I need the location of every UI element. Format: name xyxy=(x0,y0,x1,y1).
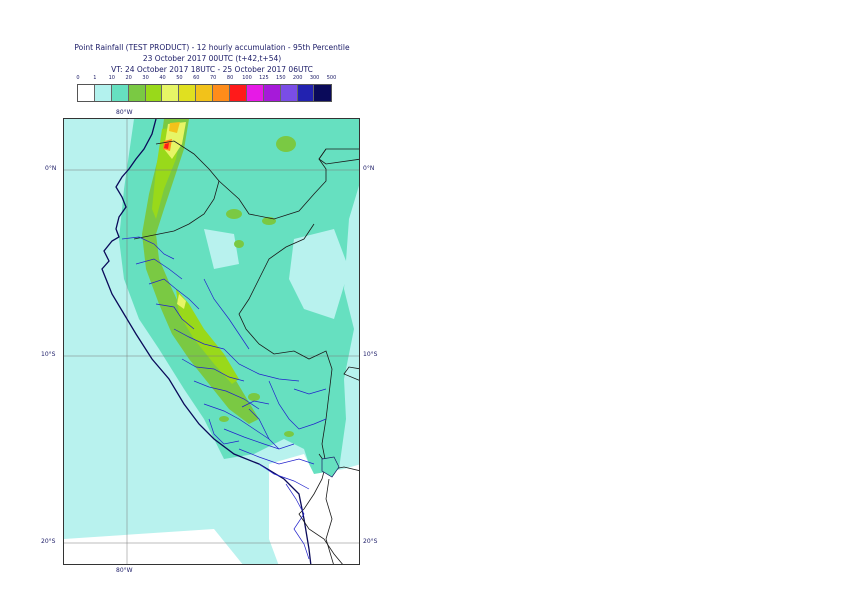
legend-swatch xyxy=(111,85,129,101)
legend-swatch xyxy=(162,85,180,101)
legend-swatch xyxy=(128,85,146,101)
legend-swatch xyxy=(94,85,112,101)
title-line-1: Point Rainfall (TEST PRODUCT) - 12 hourl… xyxy=(74,43,350,52)
rain-field-100mm xyxy=(164,143,169,149)
country-border-brazil-bolivia xyxy=(343,366,359,381)
color-legend xyxy=(77,84,333,102)
legend-threshold-label: 1 xyxy=(93,75,97,81)
legend-swatch xyxy=(196,85,214,101)
lat-label-20-right: 20°S xyxy=(363,538,378,545)
legend-swatch xyxy=(213,85,231,101)
legend-swatch xyxy=(78,85,95,101)
lat-label-10-left: 10°S xyxy=(41,351,56,358)
legend-threshold-labels: 0 1 10 20 30 40 50 60 70 80 100 125 150 200 300 500 xyxy=(70,75,360,84)
title-line-3: VT: 24 October 2017 18UTC - 25 October 2… xyxy=(111,65,313,74)
legend-swatch xyxy=(230,85,247,101)
legend-threshold-label: 80 xyxy=(226,75,234,81)
legend-threshold-label: 100 xyxy=(242,75,252,81)
legend-swatch xyxy=(145,85,163,101)
rain-field-light-patch xyxy=(289,229,349,319)
rain-field-60mm xyxy=(169,122,180,133)
lon-label-top: 80°W xyxy=(116,109,133,116)
rain-field-dry-ocean xyxy=(64,529,243,564)
legend-threshold-label: 30 xyxy=(142,75,149,81)
legend-threshold-label: 500 xyxy=(326,75,337,81)
legend-threshold-label: 70 xyxy=(210,75,217,81)
lat-label-0-right: 0°N xyxy=(363,165,375,172)
legend-threshold-label: 0 xyxy=(76,75,80,81)
lake-titicaca xyxy=(321,456,340,478)
coastline xyxy=(101,119,312,564)
rain-field-10mm-north xyxy=(184,119,359,159)
lat-label-20-left: 20°S xyxy=(41,538,56,545)
legend-swatch xyxy=(297,85,315,101)
legend-threshold-label: 20 xyxy=(125,75,132,81)
rain-field-20mm xyxy=(142,119,259,424)
legend-threshold-label: 60 xyxy=(193,75,200,81)
lat-label-10-right: 10°S xyxy=(363,351,378,358)
country-border-east xyxy=(318,148,359,165)
legend-threshold-label: 40 xyxy=(159,75,166,81)
legend-threshold-label: 10 xyxy=(108,75,115,81)
rain-field-light-patch-2 xyxy=(204,229,239,269)
legend-swatch xyxy=(263,85,281,101)
rain-spot-green-7 xyxy=(219,416,229,422)
legend-swatch xyxy=(179,85,197,101)
lat-label-0-left: 0°N xyxy=(45,165,57,172)
rain-spot-green-5 xyxy=(248,393,260,401)
regional-boundaries xyxy=(121,236,327,560)
rain-spot-green-1 xyxy=(276,136,296,152)
rainfall-map xyxy=(63,118,360,565)
rain-spot-green-2 xyxy=(226,209,242,219)
inland-border-south xyxy=(325,478,334,564)
lon-label-bottom: 80°W xyxy=(116,567,133,574)
rain-field-30mm-central xyxy=(176,289,239,384)
legend-threshold-label: 200 xyxy=(292,75,303,81)
legend-swatch xyxy=(314,85,332,101)
rain-spot-green-6 xyxy=(284,431,294,437)
rain-field-10mm xyxy=(119,119,359,479)
legend-threshold-label: 50 xyxy=(176,75,183,81)
country-border-ecuador xyxy=(133,140,220,240)
rain-field-40mm-central xyxy=(177,294,186,309)
legend-swatch xyxy=(280,85,298,101)
legend-threshold-label: 300 xyxy=(309,75,320,81)
title-line-2: 23 October 2017 00UTC (t+42,t+54) xyxy=(142,54,282,63)
legend-threshold-label: 125 xyxy=(259,75,269,81)
rain-spot-green-4 xyxy=(234,240,244,248)
legend-swatch xyxy=(246,85,264,101)
country-border-peru-brazil xyxy=(238,223,359,471)
map-canvas xyxy=(64,119,359,564)
legend-threshold-label: 150 xyxy=(276,75,286,81)
country-border-peru-colombia xyxy=(218,148,359,220)
rain-field-dry xyxy=(269,454,359,564)
